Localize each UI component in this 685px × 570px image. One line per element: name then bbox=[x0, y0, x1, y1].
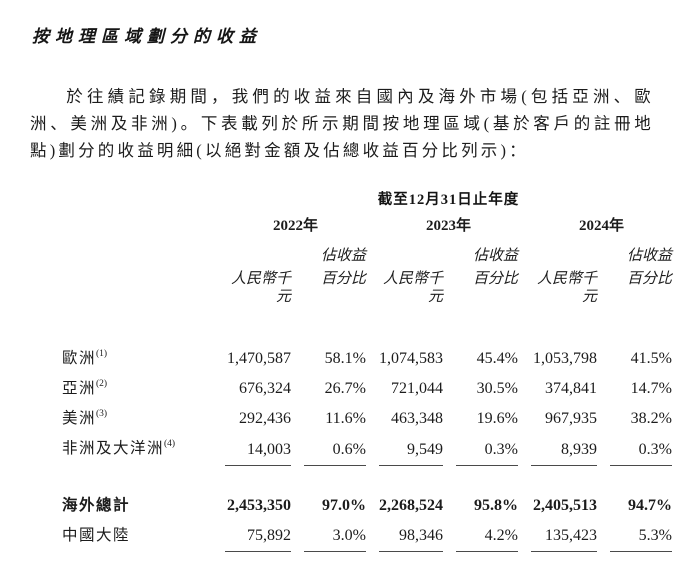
cell-value: 11.6% bbox=[325, 410, 366, 428]
rmb-thousands-label: 人民幣千元 bbox=[382, 271, 443, 305]
period-header: 截至12月31日止年度 bbox=[377, 192, 520, 208]
cell-value: 463,348 bbox=[391, 410, 443, 428]
year-header-2024: 2024年 bbox=[578, 218, 624, 234]
percentage-label: 百分比 bbox=[626, 271, 672, 287]
cell-value: 374,841 bbox=[545, 380, 597, 398]
percentage-label: 百分比 bbox=[472, 271, 518, 287]
intro-paragraph: 於往績記錄期間，我們的收益來自國內及海外市場(包括亞洲、歐洲、美洲及非洲)。下表… bbox=[30, 87, 654, 160]
table-units-header-row: 人民幣千元 百分比 人民幣千元 百分比 人民幣千元 百分比 bbox=[62, 270, 676, 306]
region-name: 中國大陸 bbox=[62, 526, 131, 544]
table-year-header-row: 2022年 2023年 2024年 bbox=[62, 216, 676, 236]
cell-value: 98,346 bbox=[379, 522, 443, 552]
year-header-2023: 2023年 bbox=[425, 218, 471, 234]
region-name: 海外總計 bbox=[62, 496, 131, 514]
footnote-marker: (2) bbox=[96, 379, 108, 390]
row-label: 亞洲(2) bbox=[62, 372, 212, 402]
cell-value: 2,453,350 bbox=[227, 496, 291, 514]
cell-value: 4.2% bbox=[456, 522, 518, 552]
cell-value: 2,405,513 bbox=[533, 496, 597, 514]
cell-value: 9,549 bbox=[379, 436, 443, 466]
cell-value: 75,892 bbox=[225, 522, 291, 552]
region-name: 亞洲 bbox=[62, 380, 97, 398]
region-name: 歐洲 bbox=[62, 350, 97, 368]
cell-value: 0.3% bbox=[456, 436, 518, 466]
region-name: 非洲及大洋洲 bbox=[62, 440, 165, 458]
row-label: 中國大陸 bbox=[62, 519, 212, 549]
cell-value: 5.3% bbox=[610, 522, 672, 552]
cell-value: 58.1% bbox=[324, 350, 366, 368]
share-of-revenue-label: 佔收益 bbox=[320, 248, 366, 264]
cell-value: 19.6% bbox=[476, 410, 518, 428]
cell-value: 14,003 bbox=[225, 436, 291, 466]
cell-value: 2,268,524 bbox=[379, 496, 443, 514]
table-period-header-row: 截至12月31日止年度 bbox=[62, 190, 676, 210]
cell-value: 14.7% bbox=[630, 380, 672, 398]
cell-value: 8,939 bbox=[531, 436, 597, 466]
table-row-asia: 亞洲(2) 676,324 26.7% 721,044 30.5% 374,84… bbox=[62, 372, 676, 402]
cell-value: 292,436 bbox=[239, 410, 291, 428]
page-title: 按地理區域劃分的收益 bbox=[32, 27, 262, 46]
cell-value: 135,423 bbox=[531, 522, 597, 552]
cell-value: 721,044 bbox=[391, 380, 443, 398]
cell-value: 26.7% bbox=[324, 380, 366, 398]
cell-value: 676,324 bbox=[239, 380, 291, 398]
cell-value: 95.8% bbox=[474, 496, 518, 514]
row-label: 非洲及大洋洲(4) bbox=[62, 432, 212, 462]
table-row-europe: 歐洲(1) 1,470,587 58.1% 1,074,583 45.4% 1,… bbox=[62, 342, 676, 372]
cell-value: 0.6% bbox=[304, 436, 366, 466]
cell-value: 1,470,587 bbox=[227, 350, 291, 368]
revenue-by-region-table: 截至12月31日止年度 2022年 2023年 2024年 佔收益 佔收益 佔收… bbox=[62, 190, 676, 570]
table-row-mainland-china: 中國大陸 75,892 3.0% 98,346 4.2% 135,423 5.3… bbox=[62, 519, 676, 552]
year-header-2022: 2022年 bbox=[272, 218, 318, 234]
table-share-header-row: 佔收益 佔收益 佔收益 bbox=[62, 247, 676, 265]
table-row-overseas-subtotal: 海外總計 2,453,350 97.0% 2,268,524 95.8% 2,4… bbox=[62, 489, 676, 519]
table-body: 歐洲(1) 1,470,587 58.1% 1,074,583 45.4% 1,… bbox=[62, 342, 676, 570]
cell-value: 30.5% bbox=[476, 380, 518, 398]
rmb-thousands-label: 人民幣千元 bbox=[536, 271, 597, 305]
cell-value: 967,935 bbox=[545, 410, 597, 428]
footnote-marker: (4) bbox=[164, 439, 176, 450]
cell-value: 1,074,583 bbox=[379, 350, 443, 368]
row-label: 海外總計 bbox=[62, 489, 212, 519]
cell-value: 94.7% bbox=[628, 496, 672, 514]
table-row-africa-oceania: 非洲及大洋洲(4) 14,003 0.6% 9,549 0.3% 8,939 0… bbox=[62, 432, 676, 466]
row-label: 歐洲(1) bbox=[62, 342, 212, 372]
table-row-americas: 美洲(3) 292,436 11.6% 463,348 19.6% 967,93… bbox=[62, 402, 676, 432]
cell-value: 3.0% bbox=[304, 522, 366, 552]
share-of-revenue-label: 佔收益 bbox=[626, 248, 672, 264]
cell-value: 0.3% bbox=[610, 436, 672, 466]
cell-value: 45.4% bbox=[476, 350, 518, 368]
cell-value: 38.2% bbox=[630, 410, 672, 428]
share-of-revenue-label: 佔收益 bbox=[472, 248, 518, 264]
cell-value: 97.0% bbox=[322, 496, 366, 514]
region-name: 美洲 bbox=[62, 410, 97, 428]
row-label: 美洲(3) bbox=[62, 402, 212, 432]
cell-value: 41.5% bbox=[630, 350, 672, 368]
cell-value: 1,053,798 bbox=[533, 350, 597, 368]
footnote-marker: (1) bbox=[96, 349, 108, 359]
footnote-marker: (3) bbox=[96, 409, 108, 420]
percentage-label: 百分比 bbox=[320, 271, 366, 287]
rmb-thousands-label: 人民幣千元 bbox=[230, 271, 291, 305]
